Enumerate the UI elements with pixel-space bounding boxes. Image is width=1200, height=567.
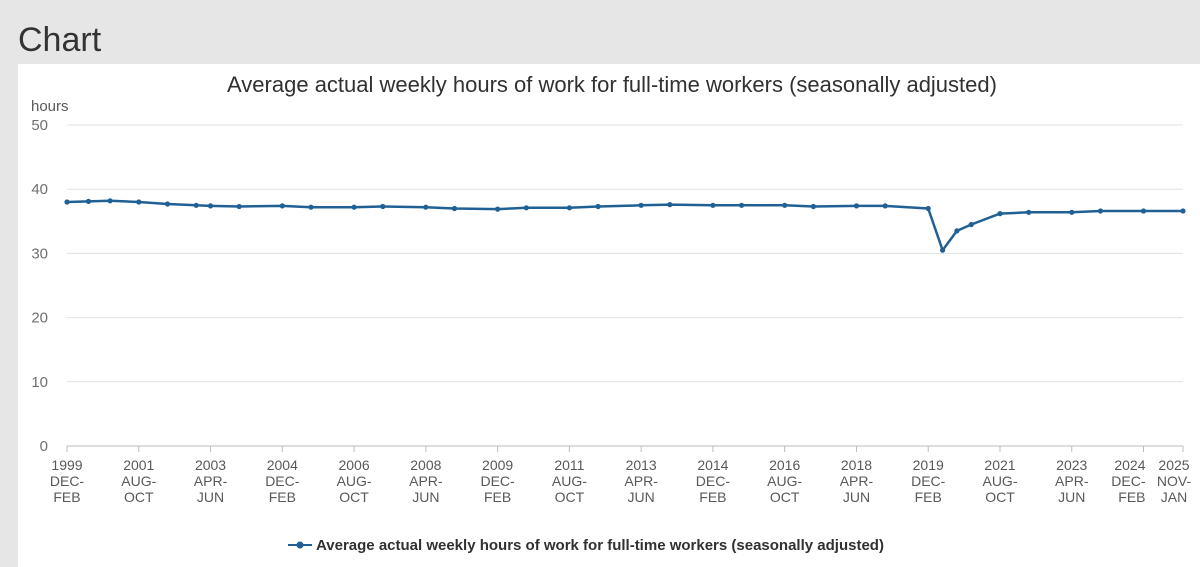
x-tick-label: 2016 AUG-OCT <box>767 457 802 505</box>
data-point[interactable] <box>566 205 573 211</box>
legend-dot-marker <box>296 541 304 549</box>
data-point[interactable] <box>997 211 1003 217</box>
data-point[interactable] <box>940 247 946 253</box>
series-line <box>66 199 1183 252</box>
x-tick-label: 2013 APR-JUN <box>624 457 658 505</box>
x-axis: 1999 DEC-FEB 2001 AUG-OCT 2003 APR-JUN 2004 DEC… <box>50 446 1192 505</box>
x-tick-label: 2021 AUG-OCT <box>982 457 1017 505</box>
x-tick-label: 2006 AUG-OCT <box>337 457 372 505</box>
data-point[interactable] <box>193 202 199 208</box>
data-point[interactable] <box>279 203 285 209</box>
chart-title: Average actual weekly hours of work for … <box>227 72 997 97</box>
data-point[interactable] <box>667 202 673 208</box>
y-axis-unit-label: hours <box>31 98 69 115</box>
data-point[interactable] <box>853 203 860 209</box>
data-point[interactable] <box>136 199 142 205</box>
data-point[interactable] <box>423 204 429 210</box>
x-tick-label: 2001 AUG-OCT <box>121 457 156 505</box>
data-point[interactable] <box>236 203 242 210</box>
y-tick-label: 50 <box>31 117 48 134</box>
data-point[interactable] <box>523 205 529 211</box>
chart-card: Average actual weekly hours of work for … <box>18 64 1200 567</box>
x-tick-label: 2008 APR-JUN <box>409 457 443 505</box>
x-tick-label: 2004 DEC-FEB <box>265 457 300 505</box>
page-heading: Chart <box>18 21 102 59</box>
data-point[interactable] <box>351 204 357 210</box>
x-tick-label: 1999 DEC-FEB <box>50 457 85 505</box>
x-tick-label: 2003 APR-JUN <box>194 457 228 505</box>
data-point[interactable] <box>85 198 92 204</box>
legend[interactable]: Average actual weekly hours of work for … <box>288 537 884 554</box>
x-tick-label: 2009 DEC-FEB <box>480 457 515 505</box>
data-point[interactable] <box>739 202 745 208</box>
data-point[interactable] <box>954 228 960 234</box>
data-point[interactable] <box>710 202 716 208</box>
x-tick-label: 2014 DEC-FEB <box>696 457 731 505</box>
data-point[interactable] <box>380 203 386 210</box>
x-tick-label: 2025 NOV-JAN <box>1157 457 1192 505</box>
gridlines <box>67 124 1183 447</box>
data-point[interactable] <box>782 202 788 208</box>
data-point[interactable] <box>1069 209 1075 215</box>
data-point[interactable] <box>925 205 931 212</box>
y-tick-label: 0 <box>40 438 48 455</box>
x-tick-label: 2019 DEC-FEB <box>911 457 946 505</box>
series-layer <box>64 198 1186 253</box>
data-point[interactable] <box>882 203 888 209</box>
y-tick-label: 30 <box>31 245 48 262</box>
line-chart: Average actual weekly hours of work for … <box>31 72 1192 554</box>
data-point[interactable] <box>810 203 817 210</box>
data-point[interactable] <box>64 199 70 205</box>
data-point[interactable] <box>451 205 458 212</box>
data-point[interactable] <box>1180 208 1186 214</box>
data-point[interactable] <box>638 202 644 208</box>
y-tick-label: 20 <box>31 310 48 327</box>
x-tick-label: 2018 APR-JUN <box>840 457 874 505</box>
data-point[interactable] <box>1140 208 1147 214</box>
data-point[interactable] <box>107 198 113 204</box>
x-tick-label: 2023 APR-JUN <box>1055 457 1089 505</box>
data-point[interactable] <box>207 203 214 209</box>
data-point[interactable] <box>308 204 314 210</box>
data-point[interactable] <box>1097 208 1104 214</box>
data-point[interactable] <box>495 206 501 212</box>
y-axis: 0 10 20 30 40 50 <box>31 117 48 455</box>
x-tick-label: 2024 DEC-FEB <box>1111 457 1146 505</box>
y-tick-label: 10 <box>31 374 48 391</box>
data-point[interactable] <box>968 221 974 228</box>
legend-label: Average actual weekly hours of work for … <box>316 537 884 554</box>
data-point[interactable] <box>164 201 171 207</box>
y-tick-label: 40 <box>31 181 48 198</box>
x-tick-label: 2011 AUG-OCT <box>552 457 587 505</box>
data-point[interactable] <box>595 203 601 210</box>
data-point[interactable] <box>1026 209 1032 215</box>
